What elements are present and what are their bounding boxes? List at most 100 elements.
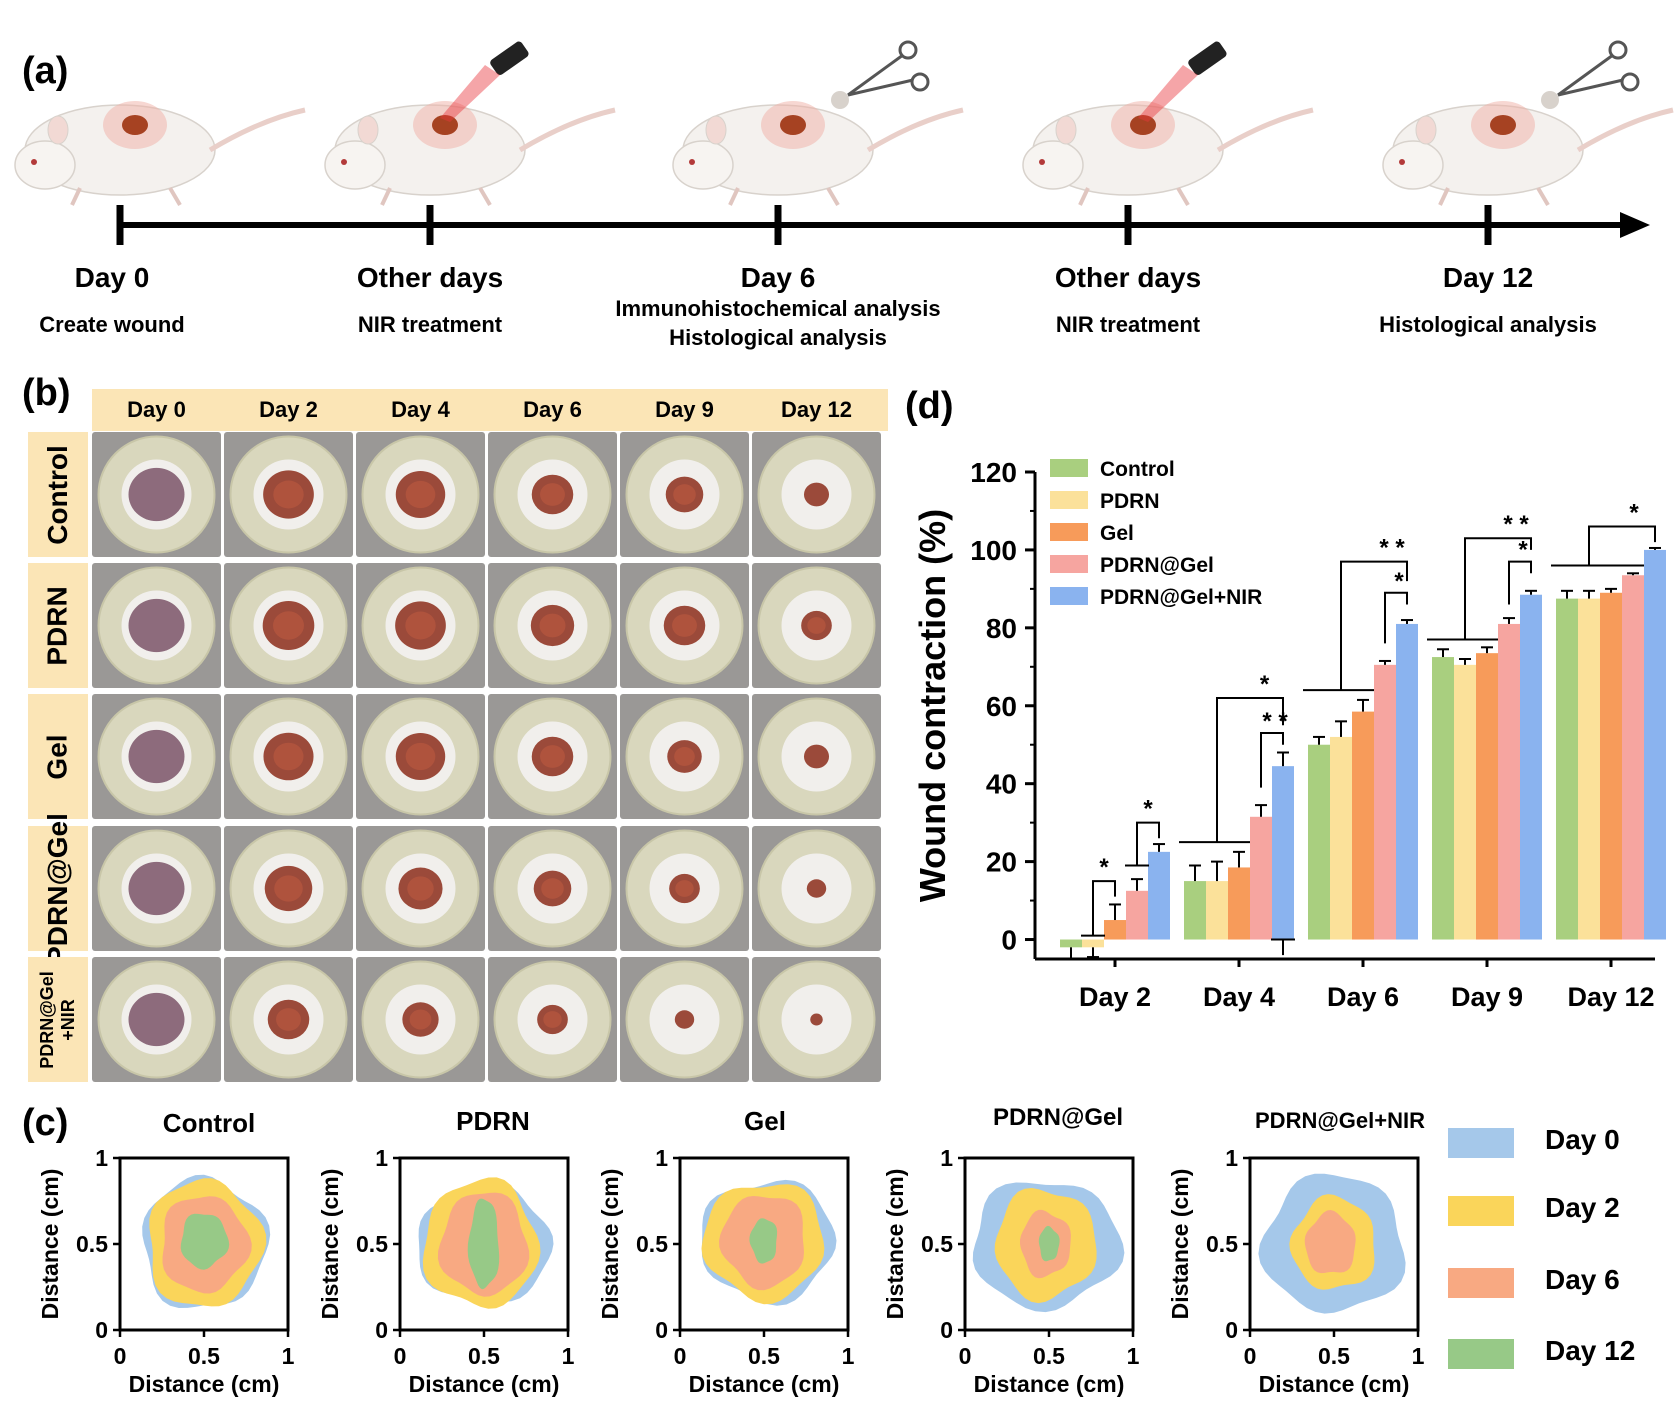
laser-icon — [490, 41, 529, 75]
bar — [1126, 890, 1148, 940]
y-axis-label: Distance (cm) — [1167, 1169, 1193, 1320]
y-axis-label: Distance (cm) — [882, 1169, 908, 1320]
contour-plot-title: PDRN — [456, 1106, 530, 1136]
legend-swatch — [1050, 459, 1088, 477]
wound-photo-image — [620, 694, 749, 819]
x-tick-label: 1 — [1412, 1343, 1425, 1369]
grid-column-header: Day 6 — [523, 397, 582, 422]
timeline-description-line: Immunohistochemical analysis — [615, 296, 941, 321]
grid-header-band — [92, 389, 888, 431]
scissors-icon — [831, 40, 930, 109]
bar — [1184, 881, 1206, 940]
timeline-arrowhead — [1620, 212, 1650, 238]
mouse-illustration — [1382, 40, 1674, 207]
grid-row-label-text: Gel — [41, 733, 73, 780]
legend-label: Gel — [1100, 522, 1134, 545]
grid-row-label: PDRN@Gel +NIR — [28, 957, 88, 1082]
y-tick-label: 0 — [655, 1317, 668, 1343]
bar — [1352, 711, 1374, 940]
x-tick-label: 1 — [842, 1343, 855, 1369]
timeline-description-line: NIR treatment — [357, 312, 503, 337]
significance-label: * — [1629, 500, 1639, 527]
wound-photo — [752, 694, 881, 819]
wound-photo-image — [620, 957, 749, 1082]
legend-swatch — [1050, 523, 1088, 541]
bar — [1250, 816, 1272, 940]
wound-area — [128, 861, 185, 916]
y-tick-label: 60 — [986, 691, 1017, 722]
x-tick-label: 0 — [674, 1343, 687, 1369]
y-tick-label: 0 — [940, 1317, 953, 1343]
laser-icon — [1188, 41, 1227, 75]
panel-b-label: (b) — [22, 372, 71, 414]
y-tick-label: 1 — [940, 1145, 953, 1171]
y-axis-label: Wound contraction (%) — [912, 509, 953, 902]
y-axis-label: Distance (cm) — [37, 1169, 63, 1320]
wound-spot — [780, 115, 806, 135]
x-tick-label: 0 — [114, 1343, 127, 1369]
wound-photo — [488, 957, 617, 1082]
x-tick-label: Day 9 — [1451, 982, 1523, 1012]
y-tick-label: 0.5 — [1206, 1231, 1238, 1257]
timeline-description-line: Histological analysis — [1379, 312, 1597, 337]
wound-photo-image — [752, 694, 881, 819]
panel-a-label: (a) — [22, 50, 69, 92]
significance-bracket — [1508, 560, 1532, 605]
y-tick-label: 1 — [1225, 1145, 1238, 1171]
grid-column-header: Day 9 — [655, 397, 714, 422]
legend-swatch — [1050, 491, 1088, 509]
x-tick-label: Day 12 — [1567, 982, 1654, 1012]
wound-photo-image — [488, 432, 617, 557]
wound-photo-image — [92, 563, 221, 688]
wound-photo-image — [752, 957, 881, 1082]
bar — [1622, 575, 1644, 940]
wound-photo — [224, 563, 353, 688]
wound-photo-image — [356, 694, 485, 819]
contour-plot-title: PDRN@Gel — [992, 1104, 1124, 1131]
legend-swatch — [1448, 1196, 1514, 1226]
legend-label: Day 0 — [1545, 1124, 1620, 1155]
bar — [1432, 657, 1454, 940]
significance-label: * — [1099, 854, 1109, 881]
grid-row-label: PDRN@Gel — [28, 813, 88, 964]
y-axis-label: Distance (cm) — [597, 1169, 623, 1320]
x-tick-label: Day 4 — [1203, 982, 1275, 1012]
wound-photo-image — [488, 563, 617, 688]
significance-label: * — [1394, 568, 1404, 595]
bar — [1578, 598, 1600, 940]
wound-spot — [1130, 115, 1156, 135]
wound-photo-image — [224, 694, 353, 819]
timeline-description: Histological analysis — [1379, 310, 1597, 339]
bar — [1476, 653, 1498, 940]
mouse-illustration — [324, 41, 616, 207]
legend-label: Day 2 — [1545, 1192, 1620, 1223]
x-axis-label: Distance (cm) — [974, 1371, 1125, 1397]
bar — [1396, 623, 1418, 940]
timeline-description-line: Histological analysis — [669, 325, 887, 350]
wound-photo — [488, 563, 617, 688]
legend-swatch — [1448, 1128, 1514, 1158]
significance-bracket — [1384, 591, 1408, 644]
y-tick-label: 1 — [655, 1145, 668, 1171]
grid-row-label: Control — [28, 432, 88, 557]
timeline-description: Immunohistochemical analysis Histological… — [615, 294, 940, 352]
wound-area — [803, 744, 830, 769]
significance-bracket — [1260, 732, 1284, 788]
wound-area — [128, 467, 185, 522]
contour-plot-title: PDRN@Gel+NIR — [1255, 1108, 1425, 1133]
bar — [1272, 766, 1294, 940]
timeline-description: NIR treatment — [1056, 310, 1200, 339]
timeline-description: Create wound — [39, 310, 184, 339]
wound-photo — [356, 694, 485, 819]
y-tick-label: 120 — [970, 457, 1017, 488]
wound-photo — [356, 826, 485, 951]
wound-photo-image — [92, 957, 221, 1082]
legend-label: PDRN@Gel+NIR — [1100, 586, 1262, 609]
wound-photo — [356, 563, 485, 688]
y-tick-label: 0.5 — [636, 1231, 668, 1257]
